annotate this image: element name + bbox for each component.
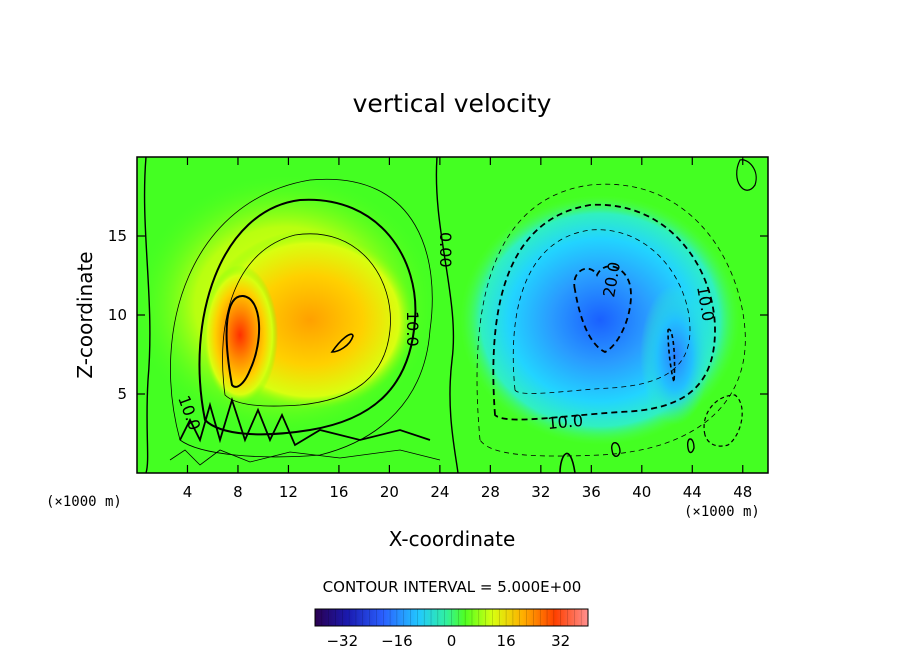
y-tick-label: 15 <box>108 227 127 245</box>
x-tick-label: 44 <box>683 483 702 501</box>
chart-title: vertical velocity <box>353 89 552 118</box>
y-tick-label: 10 <box>108 306 127 324</box>
y-tick-label: 5 <box>117 385 127 403</box>
contour-line <box>559 452 576 473</box>
x-tick-label: 48 <box>733 483 752 501</box>
contour-line <box>330 333 354 353</box>
x-tick-label: 12 <box>279 483 298 501</box>
contour-line <box>198 198 417 436</box>
x-tick-label: 8 <box>233 483 243 501</box>
contour-label: 10.0 <box>403 311 422 347</box>
colorbar-tick-label: 0 <box>447 632 457 650</box>
colorbar-segments <box>321 609 582 626</box>
contour-line <box>611 442 621 457</box>
x-tick-label: 28 <box>481 483 500 501</box>
colorbar-tick-label: 32 <box>551 632 570 650</box>
contour-line <box>222 233 391 407</box>
y-axis-label: Z-coordinate <box>73 251 97 378</box>
contour-label: 10.0 <box>547 411 584 433</box>
plot-area <box>137 157 768 473</box>
x-tick-label: 32 <box>531 483 550 501</box>
contour-line <box>143 157 151 473</box>
updraft-core <box>202 265 278 405</box>
x-tick-label: 4 <box>183 483 193 501</box>
colorbar: −32 −16 0 16 32 <box>314 608 589 650</box>
x-tick-label: 24 <box>430 483 449 501</box>
x-axis: 4 8 12 16 20 24 28 32 36 40 44 48 <box>183 157 752 501</box>
contour-line <box>435 157 459 473</box>
x-tick-label: 40 <box>632 483 651 501</box>
x-axis-label: X-coordinate <box>389 527 516 551</box>
contour-line <box>703 394 743 447</box>
contour-line <box>169 449 441 466</box>
contour-line <box>179 396 431 447</box>
y-axis: 5 10 15 <box>108 227 768 403</box>
colorbar-ticks: −32 −16 0 16 32 <box>326 632 570 650</box>
contour-line <box>512 229 691 394</box>
x-unit-right: (×1000 m) <box>684 504 760 520</box>
contour-interval-text: CONTOUR INTERVAL = 5.000E+00 <box>323 578 582 596</box>
contour-line <box>225 294 261 388</box>
colorbar-tick-label: −32 <box>326 632 358 650</box>
colorbar-tick-label: −16 <box>381 632 413 650</box>
contour-line <box>573 265 632 353</box>
x-tick-label: 36 <box>582 483 601 501</box>
x-tick-label: 16 <box>329 483 348 501</box>
contour-line <box>492 204 716 421</box>
contour-label: 0.00 <box>436 232 455 268</box>
x-tick-label: 20 <box>380 483 399 501</box>
contour-line <box>476 183 746 457</box>
x-unit-left: (×1000 m) <box>46 494 122 510</box>
contour-line <box>170 178 433 458</box>
contour-line <box>686 438 695 454</box>
colorbar-tick-label: 16 <box>497 632 516 650</box>
contour-line <box>736 159 757 191</box>
